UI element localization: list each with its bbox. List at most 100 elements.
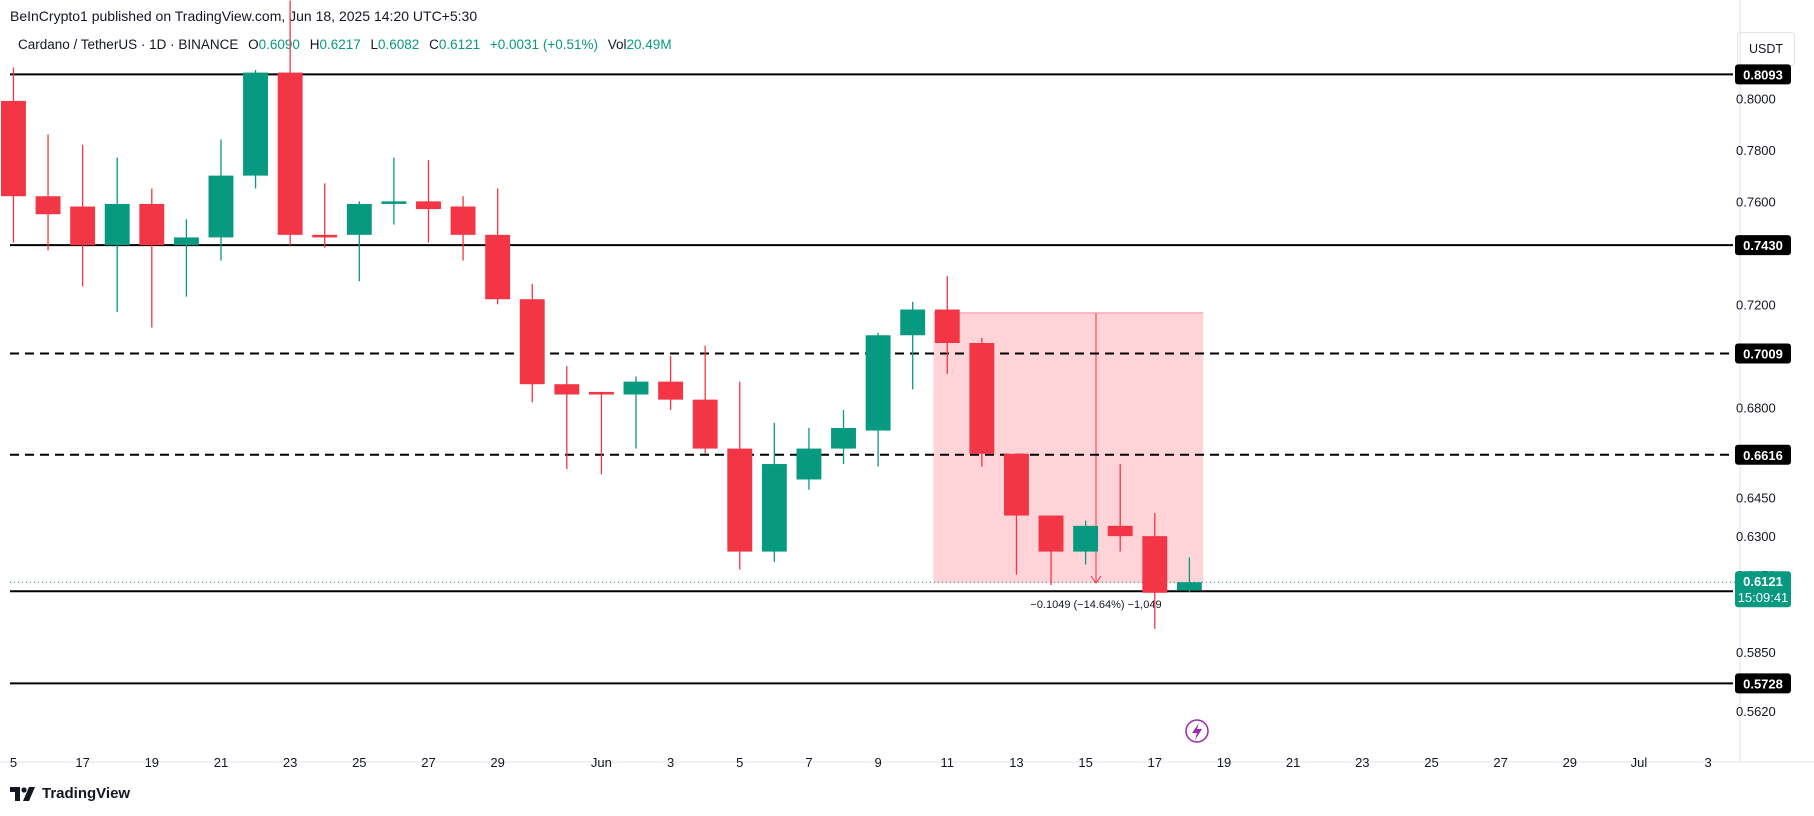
change-value: +0.0031 (+0.51%) [489,37,598,52]
x-tick-label: 11 [941,755,955,770]
candle-body [934,309,960,343]
grid [0,0,1814,763]
high-label: H [309,37,320,52]
alert-icon[interactable] [1185,719,1209,743]
x-tick-label: 23 [1355,755,1369,770]
y-tick-label: 0.5850 [1736,645,1776,660]
last-price-tag [1735,571,1791,608]
x-tick-label: 29 [1563,755,1577,770]
low-value: 0.6082 [378,37,420,52]
candle-body [173,237,199,246]
level-price-tag [1735,444,1791,465]
level-price-tag [1735,343,1791,364]
open-label: O [248,37,259,52]
candle-body [381,201,407,204]
brand-name: TradingView [42,785,131,802]
y-tick-label: 0.6450 [1736,491,1776,506]
x-tick-label: 25 [352,755,366,770]
x-tick-label: 29 [490,755,504,770]
x-tick-label: 27 [1493,755,1507,770]
candle-body [761,464,787,552]
candle-body [900,309,926,336]
tradingview-logo[interactable]: TradingView [10,785,130,802]
tradingview-icon [10,786,35,801]
symbol-name[interactable]: Cardano / TetherUS · 1D · BINANCE [18,37,239,52]
candle-body [346,203,372,235]
y-tick-label: 0.6300 [1736,529,1776,544]
x-tick-label: 9 [874,755,881,770]
volume-value: 20.49M [626,37,672,52]
x-tick-label: 3 [667,755,674,770]
candle-body [623,381,649,395]
y-tick-label: 0.7800 [1736,143,1776,158]
candle-body [277,72,303,235]
last-price-label: 0.6121 [1743,574,1783,589]
x-tick-label: 7 [805,755,812,770]
candle-body [831,427,856,449]
candle-body [35,196,61,215]
candle-body [1176,582,1202,591]
y-tick-label: 0.6800 [1736,400,1776,415]
level-price-label: 0.7430 [1743,238,1783,253]
y-tick-label: 0.7600 [1736,194,1776,209]
x-tick-label: 25 [1424,755,1438,770]
x-tick-label: Jul [1631,755,1648,770]
x-tick-label: 3 [1705,755,1712,770]
candle-body [969,342,995,454]
candle-body [865,335,891,431]
candle-body [208,175,234,238]
high-value: 0.6217 [319,37,361,52]
x-tick-label: 5 [10,755,17,770]
axes: 0.8000 0.7800 0.7600 0.7200 0.6800 0.6450 0.63… [10,64,1791,770]
level-price-label: 0.7009 [1743,347,1783,362]
candle-body [519,299,545,385]
x-tick-label: 5 [736,755,743,770]
candle-body [416,201,441,210]
candle-body [1,100,26,197]
candle-body [692,399,718,449]
x-tick-label: 13 [1009,755,1023,770]
candle-body [243,72,269,176]
y-tick-label: 0.5620 [1736,704,1776,719]
candles [1,0,1202,629]
x-tick-label: 15 [1078,755,1092,770]
candle-body [1107,525,1133,537]
candle-body [312,234,338,238]
measure-arrow-head [1090,575,1102,584]
x-tick-label: 21 [214,755,228,770]
level-price-label: 0.8093 [1743,67,1783,82]
candle-body [588,391,614,395]
level-price-label: 0.6616 [1743,448,1783,463]
x-tick-label: 17 [75,755,89,770]
candle-body [1142,536,1168,593]
level-price-tag [1735,235,1791,256]
candle-body [554,384,580,395]
low-label: L [370,37,379,52]
x-tick-label: 27 [421,755,435,770]
level-price-tag [1735,64,1791,85]
close-value: 0.6121 [438,37,481,52]
candle-body [450,206,476,235]
x-tick-label: 19 [1217,755,1231,770]
x-tick-label: 19 [145,755,159,770]
close-label: C [429,37,439,52]
candle-body [658,381,684,400]
measure-label: −0.1049 (−14.64%) −1,049 [1030,599,1161,611]
candle-body [1073,525,1099,552]
horizontal-lines[interactable] [10,73,1740,685]
x-tick-label: 17 [1148,755,1162,770]
candle-body [1038,515,1064,552]
y-tick-label: 0.7200 [1736,297,1776,312]
publisher-info: BeInCrypto1 published on TradingView.com… [10,8,478,24]
candle-body [1003,453,1029,516]
candle-body [727,448,753,552]
y-tick-label: 0.8000 [1736,91,1776,106]
candle-body [796,448,822,480]
x-tick-label: Jun [591,755,612,770]
candle-body [139,203,165,246]
level-price-tag [1735,673,1791,694]
volume-label: Vol [607,37,627,52]
candle-body [104,203,130,246]
x-tick-label: 21 [1286,755,1300,770]
